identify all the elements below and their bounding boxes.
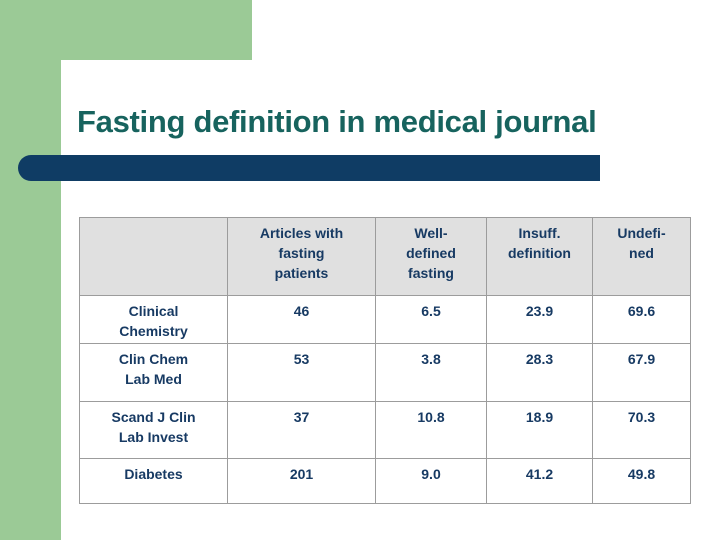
table-header-row: Articles with fasting patients Well- def… bbox=[79, 217, 691, 296]
cell-value: 69.6 bbox=[592, 295, 691, 344]
title-underline-bar bbox=[18, 155, 600, 181]
table-row: Diabetes 201 9.0 41.2 49.8 bbox=[79, 458, 691, 504]
row-label: Scand J Clin Lab Invest bbox=[79, 401, 228, 459]
cell-value: 3.8 bbox=[375, 343, 487, 402]
table-row: Scand J Clin Lab Invest 37 10.8 18.9 70.… bbox=[79, 401, 691, 459]
table-row: Clin Chem Lab Med 53 3.8 28.3 67.9 bbox=[79, 343, 691, 402]
cell-value: 70.3 bbox=[592, 401, 691, 459]
cell-value: 53 bbox=[227, 343, 376, 402]
header-cell-insufficient-definition: Insuff. definition bbox=[486, 217, 593, 296]
cell-value: 37 bbox=[227, 401, 376, 459]
cell-value: 23.9 bbox=[486, 295, 593, 344]
header-cell-well-defined-fasting: Well- defined fasting bbox=[375, 217, 487, 296]
row-label: Clin Chem Lab Med bbox=[79, 343, 228, 402]
cell-value: 201 bbox=[227, 458, 376, 504]
fasting-definition-table: Articles with fasting patients Well- def… bbox=[79, 217, 691, 504]
table-row: Clinical Chemistry 46 6.5 23.9 69.6 bbox=[79, 295, 691, 344]
row-label: Clinical Chemistry bbox=[79, 295, 228, 344]
green-accent-left-column bbox=[0, 0, 61, 540]
cell-value: 28.3 bbox=[486, 343, 593, 402]
cell-value: 10.8 bbox=[375, 401, 487, 459]
cell-value: 9.0 bbox=[375, 458, 487, 504]
cell-value: 49.8 bbox=[592, 458, 691, 504]
cell-value: 46 bbox=[227, 295, 376, 344]
cell-value: 41.2 bbox=[486, 458, 593, 504]
row-label: Diabetes bbox=[79, 458, 228, 504]
cell-value: 6.5 bbox=[375, 295, 487, 344]
cell-value: 67.9 bbox=[592, 343, 691, 402]
cell-value: 18.9 bbox=[486, 401, 593, 459]
slide-title: Fasting definition in medical journal bbox=[77, 104, 597, 139]
header-cell-corner bbox=[79, 217, 228, 296]
header-cell-undefined: Undefi- ned bbox=[592, 217, 691, 296]
header-cell-articles-with-fasting-patients: Articles with fasting patients bbox=[227, 217, 376, 296]
